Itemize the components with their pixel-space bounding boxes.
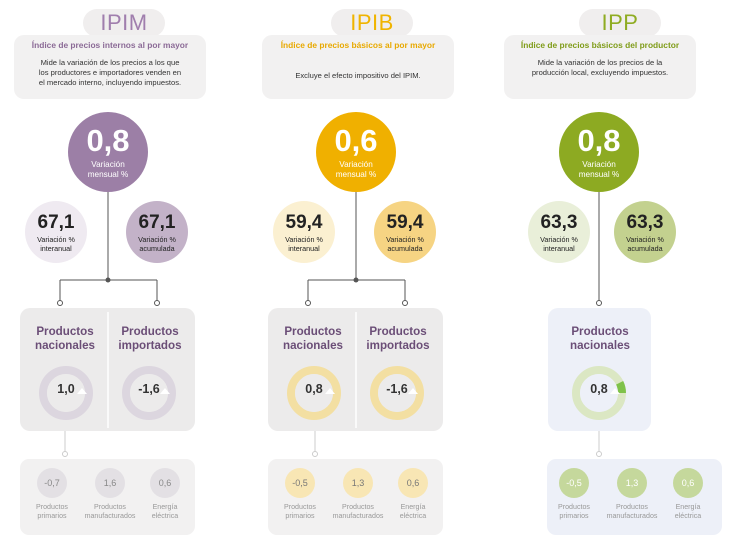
ipp-manufacturados-circle: 1,3 — [617, 468, 647, 498]
ipib-monthly-circle: 0,6 Variación mensual % — [316, 112, 396, 192]
ipim-monthly-value: 0,8 — [86, 123, 130, 158]
ipib-connector-lines — [305, 192, 408, 457]
ipib-nacionales-value: 0,8 — [305, 382, 323, 396]
ipim-primarios-label: Productos primarios — [36, 503, 68, 520]
ipib-energia-label: Energía eléctrica — [399, 503, 427, 520]
ipp-column: IPP Índice de precios básicos del produc… — [496, 0, 744, 546]
ipib-interanual-value: 59,4 — [285, 212, 323, 233]
ipp-primarios-circle: -0,5 — [559, 468, 589, 498]
ipib-primarios-circle: -0,5 — [285, 468, 315, 498]
ipib-primarios-label: Productos primarios — [284, 503, 316, 520]
ipib-importados-title: Productos importados — [366, 325, 430, 352]
ipp-interanual-label: Variación % interanual — [540, 235, 578, 253]
ipim-description: Mide la variación de los precios a los q… — [38, 58, 182, 88]
ipib-interanual-label: Variación % interanual — [285, 235, 323, 253]
ipp-nacionales-value: 0,8 — [590, 382, 608, 396]
ipim-connector-lines — [57, 192, 160, 457]
ipim-importados-ring — [122, 366, 176, 420]
ipim-interanual-label: Variación % interanual — [37, 235, 75, 253]
ipim-manufacturados-label: Productos manufacturados — [84, 503, 136, 520]
ipp-interanual-value: 63,3 — [540, 212, 578, 233]
ipim-nacionales-ring — [39, 366, 93, 420]
ipib-description: Excluye el efecto impositivo del IPIM. — [295, 71, 421, 80]
ipp-monthly-label: Variación mensual % — [578, 160, 620, 179]
ipp-acumulada-circle: 63,3 Variación % acumulada — [614, 201, 676, 263]
ipim-importados-value: -1,6 — [138, 382, 160, 396]
ipp-interanual-circle: 63,3 Variación % interanual — [528, 201, 590, 263]
ipim-abbr: IPIM — [83, 9, 165, 37]
ipp-energia-label: Energía eléctrica — [674, 503, 702, 520]
ipp-monthly-circle: 0,8 Variación mensual % — [559, 112, 639, 192]
ipib-manufacturados-label: Productos manufacturados — [332, 503, 384, 520]
ipib-description-box — [262, 35, 454, 99]
ipib-title: Índice de precios básicos al por mayor — [280, 40, 436, 50]
ipib-energia-circle: 0,6 — [398, 468, 428, 498]
ipim-primarios-circle: -0,7 — [37, 468, 67, 498]
ipib-acumulada-value: 59,4 — [386, 212, 424, 233]
ipim-column: IPIM Índice de precios internos al por m… — [0, 0, 248, 546]
ipib-manufacturados-circle: 1,3 — [343, 468, 373, 498]
ipp-acumulada-value: 63,3 — [626, 212, 664, 233]
ipim-importados-title: Productos importados — [118, 325, 182, 352]
ipp-manufacturados-label: Productos manufacturados — [606, 503, 658, 520]
ipib-column: IPIB Índice de precios básicos al por ma… — [248, 0, 496, 546]
ipp-nacionales-title: Productos nacionales — [570, 325, 630, 352]
ipim-nacionales-title: Productos nacionales — [35, 325, 95, 352]
ipim-energia-circle: 0,6 — [150, 468, 180, 498]
ipp-abbr: IPP — [579, 9, 661, 37]
ipib-importados-value: -1,6 — [386, 382, 408, 396]
ipim-interanual-circle: 67,1 Variación % interanual — [25, 201, 87, 263]
ipim-acumulada-value: 67,1 — [138, 212, 176, 233]
ipib-nacionales-title: Productos nacionales — [283, 325, 343, 352]
ipim-panel-divider — [107, 312, 109, 428]
ipim-acumulada-circle: 67,1 Variación % acumulada — [126, 201, 188, 263]
ipim-acumulada-label: Variación % acumulada — [138, 235, 176, 253]
ipib-acumulada-label: Variación % acumulada — [386, 235, 424, 253]
ipim-description-box — [14, 35, 206, 99]
ipp-acumulada-label: Variación % acumulada — [626, 235, 664, 253]
ipp-title: Índice de precios básicos del productor — [520, 40, 680, 50]
ipib-abbr: IPIB — [331, 9, 413, 37]
ipim-nacionales-value: 1,0 — [57, 382, 75, 396]
ipp-energia-circle: 0,6 — [673, 468, 703, 498]
ipp-monthly-value: 0,8 — [577, 123, 621, 158]
ipib-monthly-value: 0,6 — [334, 123, 378, 158]
ipib-monthly-label: Variación mensual % — [335, 160, 377, 179]
ipib-panel-divider — [355, 312, 357, 428]
ipim-manufacturados-circle: 1,6 — [95, 468, 125, 498]
ipp-primarios-label: Productos primarios — [558, 503, 590, 520]
ipim-interanual-value: 67,1 — [37, 212, 75, 233]
ipib-importados-ring — [370, 366, 424, 420]
ipp-nacionales-ring — [572, 366, 626, 420]
ipib-interanual-circle: 59,4 Variación % interanual — [273, 201, 335, 263]
ipim-energia-label: Energía eléctrica — [151, 503, 179, 520]
ipim-title: Índice de precios internos al por mayor — [31, 40, 189, 50]
ipim-monthly-circle: 0,8 Variación mensual % — [68, 112, 148, 192]
ipib-acumulada-circle: 59,4 Variación % acumulada — [374, 201, 436, 263]
ipim-monthly-label: Variación mensual % — [87, 160, 129, 179]
ipp-description: Mide la variación de los precios de la p… — [531, 58, 669, 78]
ipp-connector-lines — [596, 192, 602, 457]
ipib-nacionales-ring — [287, 366, 341, 420]
ipp-description-box — [504, 35, 696, 99]
